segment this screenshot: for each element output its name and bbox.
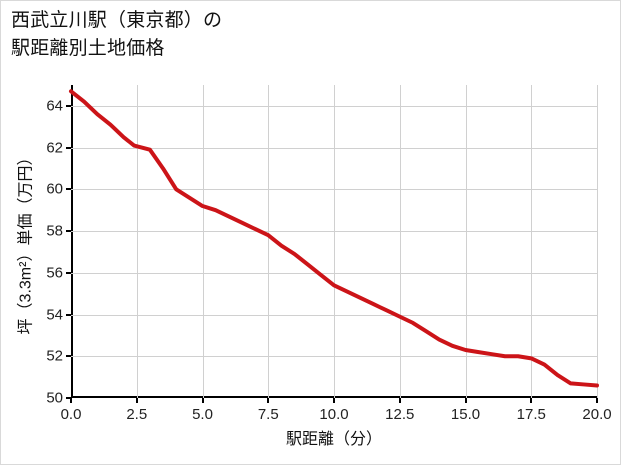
- x-tick-label: 5.0: [192, 406, 213, 423]
- gridline-vertical: [136, 85, 138, 398]
- y-axis-label: 坪（3.3m²）単価（万円）: [9, 85, 37, 398]
- x-tick-mark: [398, 398, 401, 403]
- y-tick-mark: [66, 397, 71, 399]
- gridline-vertical: [202, 85, 204, 398]
- y-tick-label: 50: [46, 389, 63, 407]
- chart-title: 西武立川駅（東京都）の 駅距離別土地価格: [11, 10, 223, 59]
- x-tick-mark: [135, 398, 138, 403]
- y-tick-mark: [66, 313, 71, 316]
- y-tick-mark: [66, 188, 71, 191]
- y-tick-mark: [66, 271, 71, 274]
- y-tick-label: 54: [46, 306, 63, 324]
- y-tick-label: 60: [46, 180, 63, 198]
- plot-area: 50 52 54 56 58 60 62 64 0.0 2.5 5.0 7.5 10.0 12.5 15.0…: [46, 85, 612, 423]
- x-tick-mark: [333, 398, 335, 403]
- y-tick-label: 56: [46, 264, 63, 282]
- gridline-vertical: [399, 85, 401, 398]
- y-tick-label: 62: [46, 139, 63, 157]
- x-tick-mark: [464, 398, 467, 403]
- y-tick-mark: [66, 230, 71, 233]
- x-tick-label: 17.5: [516, 406, 546, 423]
- gridline-vertical: [268, 85, 270, 398]
- x-tick-mark: [596, 398, 598, 403]
- x-tick-label: 10.0: [319, 406, 349, 423]
- x-tick-mark: [201, 398, 204, 403]
- gridline-vertical: [465, 85, 467, 398]
- y-tick-label: 52: [46, 347, 63, 365]
- x-tick-label: 15.0: [450, 406, 481, 423]
- x-tick-mark: [530, 398, 533, 403]
- x-tick-label: 12.5: [385, 406, 415, 423]
- x-tick-mark: [267, 398, 270, 403]
- y-tick-label: 58: [46, 222, 63, 240]
- y-tick-mark: [66, 146, 71, 149]
- x-tick-mark: [70, 398, 72, 403]
- price-line: [69, 89, 599, 388]
- gridline-vertical: [597, 85, 598, 398]
- x-tick-label: 7.5: [257, 406, 279, 423]
- x-tick-label: 0.0: [60, 406, 82, 423]
- gridline-vertical: [334, 85, 335, 398]
- y-axis-label-text: 坪（3.3m²）単価（万円）: [17, 149, 34, 334]
- x-tick-label: 20.0: [582, 406, 612, 423]
- y-tick-label: 64: [46, 97, 63, 115]
- gridline-vertical: [531, 85, 533, 398]
- y-tick-mark: [66, 355, 71, 358]
- y-tick-mark: [66, 104, 71, 107]
- x-tick-label: 2.5: [126, 406, 148, 423]
- line-series: [69, 89, 599, 388]
- x-axis-label: 駅距離（分）: [285, 431, 382, 448]
